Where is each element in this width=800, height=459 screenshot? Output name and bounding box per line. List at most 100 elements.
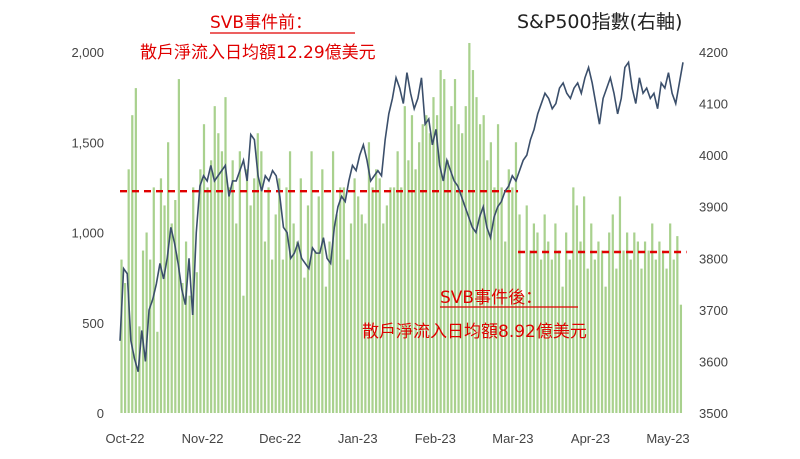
- bar: [550, 259, 553, 413]
- x-axis-tick-label: Mar-23: [492, 431, 533, 446]
- bar: [643, 241, 647, 413]
- bar: [539, 259, 543, 413]
- right-axis-tick-label: 3700: [699, 303, 728, 318]
- bar: [489, 142, 492, 413]
- bar: [608, 232, 611, 413]
- bar: [590, 223, 593, 413]
- bar: [496, 124, 500, 413]
- bar: [479, 124, 482, 413]
- bar: [210, 160, 213, 413]
- reference-lines: [120, 189, 687, 254]
- bar: [227, 187, 231, 414]
- bar: [202, 124, 206, 413]
- bar: [371, 187, 374, 414]
- x-axis-tick-label: Jan-23: [338, 431, 378, 446]
- left-axis-tick-label: 1,500: [71, 135, 104, 150]
- bar: [163, 205, 166, 413]
- bar: [152, 187, 155, 414]
- bar: [586, 268, 589, 413]
- bar: [611, 214, 614, 413]
- bar: [274, 214, 277, 413]
- bar: [525, 205, 528, 413]
- left-axis-tick-label: 2,000: [71, 45, 104, 60]
- bar: [658, 241, 661, 413]
- bar: [392, 187, 396, 414]
- bar: [561, 286, 564, 413]
- bar: [253, 178, 256, 413]
- bar: [231, 160, 234, 413]
- bar: [636, 241, 639, 413]
- bar: [615, 268, 618, 413]
- bar: [450, 106, 453, 414]
- bar: [382, 223, 385, 413]
- bar: [267, 187, 270, 414]
- bar: [123, 283, 127, 413]
- bar: [600, 250, 604, 413]
- left-axis-tick-label: 1,000: [71, 226, 104, 241]
- bar: [414, 169, 417, 413]
- bar: [167, 142, 170, 413]
- bar: [547, 241, 550, 413]
- bar: [145, 232, 148, 413]
- bar-series: [120, 42, 683, 414]
- left-axis-ticks: 0 500 1,000 1,500 2,000: [71, 45, 104, 421]
- left-axis-tick-label: 500: [82, 316, 104, 331]
- bar: [134, 88, 137, 413]
- bar: [669, 223, 672, 413]
- x-axis-tick-label: Nov-22: [182, 431, 224, 446]
- bar: [224, 97, 227, 414]
- bar: [245, 169, 249, 413]
- right-axis-tick-label: 3600: [699, 354, 728, 369]
- bar: [238, 151, 241, 413]
- bar: [321, 169, 324, 413]
- bar: [471, 70, 475, 414]
- bar: [339, 187, 342, 414]
- bar: [184, 241, 188, 413]
- bar: [199, 169, 202, 413]
- right-axis-tick-label: 3800: [699, 251, 728, 266]
- bar: [410, 115, 414, 414]
- bar: [475, 97, 478, 414]
- bar: [141, 250, 145, 413]
- bar: [421, 124, 424, 413]
- bar: [565, 232, 568, 413]
- bar: [353, 178, 356, 413]
- bar: [281, 259, 284, 413]
- bar: [242, 295, 245, 413]
- bar: [389, 187, 392, 414]
- right-axis-tick-label: 4200: [699, 45, 728, 60]
- bar: [593, 259, 596, 413]
- bar: [425, 115, 428, 414]
- bar: [661, 250, 665, 413]
- bar: [299, 178, 302, 413]
- bar: [310, 151, 313, 413]
- annotation-before-text: 散戶淨流入日均額12.29億美元: [140, 43, 376, 63]
- bar: [579, 241, 582, 413]
- bar: [504, 241, 507, 413]
- bar: [375, 169, 378, 413]
- bar: [468, 42, 471, 413]
- bar: [443, 79, 446, 413]
- bar: [360, 214, 363, 413]
- bar: [486, 160, 489, 413]
- bar: [317, 196, 320, 413]
- bar: [626, 232, 629, 413]
- bar: [188, 295, 191, 413]
- bar: [324, 286, 328, 413]
- bar: [418, 142, 421, 413]
- bar: [461, 133, 464, 413]
- bar: [314, 250, 317, 413]
- bar: [170, 223, 173, 413]
- bar: [349, 223, 353, 413]
- bar: [346, 259, 349, 413]
- bar: [672, 259, 675, 413]
- bar: [271, 259, 274, 413]
- bar: [676, 236, 679, 413]
- bar: [633, 232, 636, 413]
- bar: [522, 295, 525, 413]
- bar: [572, 187, 575, 414]
- bar: [357, 196, 360, 413]
- bar: [213, 106, 216, 414]
- bar: [335, 214, 338, 413]
